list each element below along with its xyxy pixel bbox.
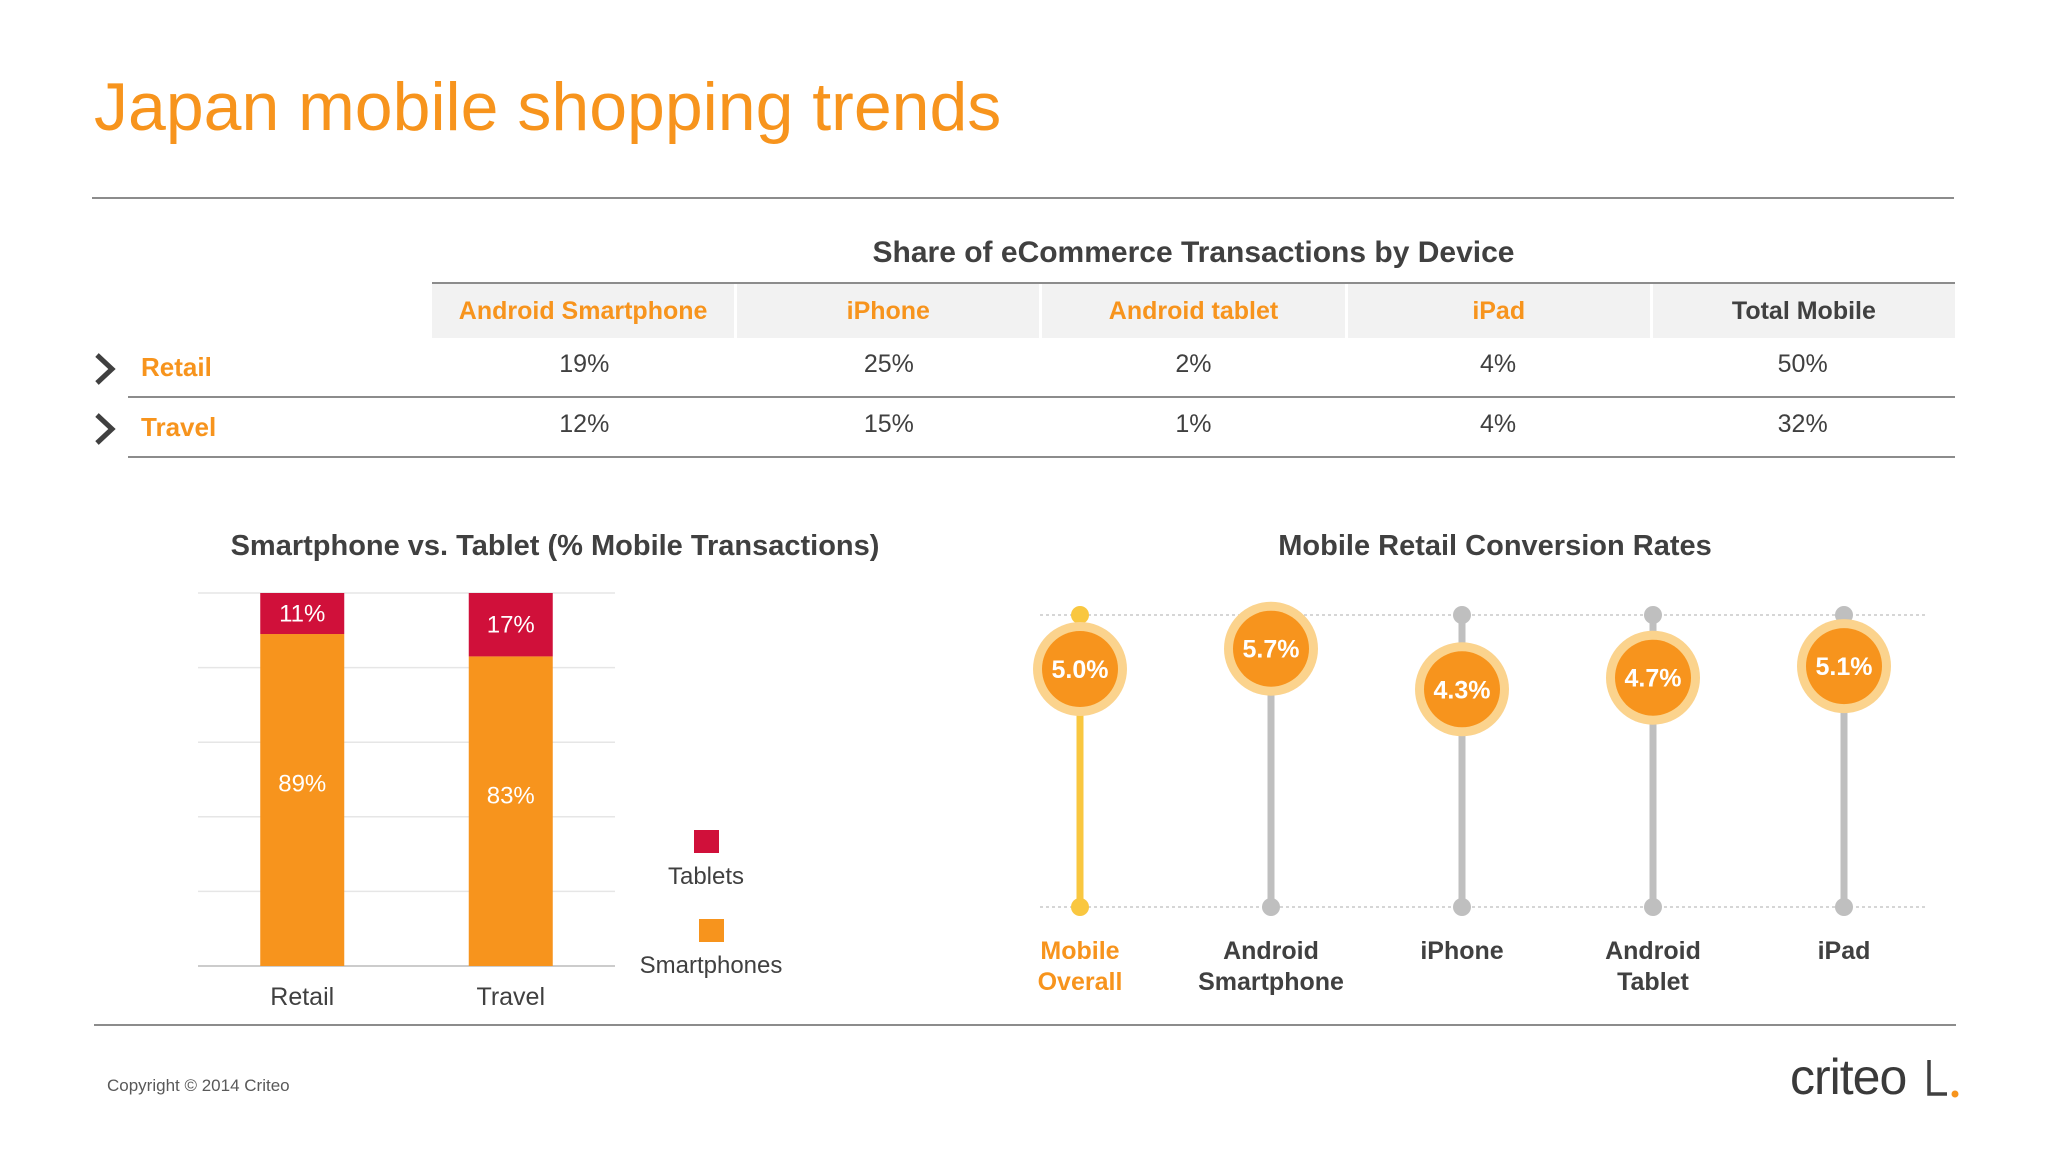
- legend-item-tablets: Tablets: [626, 830, 786, 891]
- copyright-text: Copyright © 2014 Criteo: [107, 1076, 290, 1095]
- table-cell: 50%: [1777, 350, 1828, 378]
- table-cell: 25%: [863, 350, 914, 378]
- bar-data-label: 89%: [278, 770, 326, 797]
- logo-wordmark: criteo: [1790, 1049, 1907, 1105]
- x-tick-label: Retail: [270, 983, 334, 1011]
- stacked-bar-chart: 89% 11% Retail 83% 17% Travel: [198, 592, 615, 1011]
- bar-segment-smartphones: [468, 656, 553, 966]
- category-label: Tablet: [1617, 968, 1689, 996]
- bar-segment-smartphones: [260, 634, 345, 966]
- bar-data-label: 83%: [487, 783, 535, 810]
- row-label: Retail: [141, 352, 212, 382]
- page-title: Japan mobile shopping trends: [94, 69, 1002, 145]
- table-cell: 2%: [1175, 350, 1212, 378]
- table-cell: 15%: [863, 410, 914, 438]
- criteo-logo: criteo: [1790, 1049, 1960, 1108]
- value-bubble: [1424, 651, 1500, 728]
- column-header: iPad: [1347, 284, 1653, 338]
- category-label: Mobile: [1040, 937, 1119, 965]
- bubble-value-label: 5.1%: [1816, 653, 1873, 681]
- conversion-chart-title: Mobile Retail Conversion Rates: [1278, 530, 1712, 562]
- bar-segment-tablets: [260, 593, 345, 635]
- table-cell: 4%: [1480, 410, 1517, 438]
- bubble-value-label: 4.7%: [1625, 665, 1682, 693]
- title-divider: [92, 197, 1954, 199]
- category-label: Android: [1605, 937, 1701, 965]
- bubble-value-label: 5.0%: [1052, 656, 1109, 684]
- stem-bottom-dot: [1071, 898, 1089, 916]
- legend-item-smartphones: Smartphones: [631, 919, 791, 980]
- stem-top-dot: [1071, 606, 1089, 624]
- stem-bottom-dot: [1453, 898, 1471, 916]
- stem-bottom-dot: [1262, 898, 1280, 916]
- bubble-value-label: 5.7%: [1243, 636, 1300, 664]
- stem-bottom-dot: [1644, 898, 1662, 916]
- column-header: Android Smartphone: [432, 284, 738, 338]
- category-label: Android: [1223, 937, 1319, 965]
- x-tick-label: Travel: [476, 983, 545, 1011]
- bar-data-label: 17%: [487, 612, 535, 639]
- table-cell: 32%: [1777, 410, 1828, 438]
- table-row: Travel 12% 15% 1% 4% 32%: [95, 398, 1955, 458]
- chevron-right-icon: [95, 413, 116, 445]
- category-label: iPhone: [1420, 937, 1503, 965]
- bubble-value-label: 4.3%: [1434, 676, 1491, 704]
- table-cell: 4%: [1480, 350, 1517, 378]
- bar-data-label: 11%: [279, 601, 325, 628]
- category-label: iPad: [1818, 937, 1871, 965]
- column-header: iPhone: [737, 284, 1043, 338]
- table-cell: 12%: [559, 410, 610, 438]
- column-header: Total Mobile: [1652, 284, 1956, 338]
- value-bubble: [1042, 631, 1118, 707]
- conversion-lollipop-chart: 5.0% Mobile Overall 5.7% Android Smartphone 4.…: [1033, 601, 1925, 996]
- legend-swatch-smartphones: [698, 919, 724, 942]
- footer-divider: [94, 1024, 1956, 1026]
- stem-top-dot: [1644, 606, 1662, 624]
- row-label: Travel: [141, 412, 217, 442]
- value-bubble: [1806, 628, 1882, 705]
- stacked-chart-title: Smartphone vs. Tablet (% Mobile Transact…: [230, 530, 880, 562]
- table-cell: 19%: [559, 350, 610, 378]
- value-bubble: [1615, 639, 1691, 716]
- bar-segment-tablets: [468, 593, 553, 657]
- stem-top-dot: [1453, 606, 1471, 624]
- table-title: Share of eCommerce Transactions by Devic…: [872, 236, 1515, 269]
- logo-mark-icon: [1927, 1060, 1959, 1098]
- legend-swatch-tablets: [693, 830, 719, 853]
- column-header: Android tablet: [1042, 284, 1348, 338]
- chevron-right-icon: [95, 353, 116, 385]
- stem-bottom-dot: [1835, 898, 1853, 916]
- table-header-row: Android Smartphone iPhone Android tablet…: [432, 282, 1956, 338]
- legend-label: Tablets: [667, 863, 745, 890]
- table-cell: 1%: [1175, 410, 1212, 438]
- table-row: Retail 19% 25% 2% 4% 50%: [95, 338, 1955, 398]
- category-label: Smartphone: [1198, 968, 1344, 996]
- category-label: Overall: [1038, 968, 1123, 996]
- value-bubble: [1233, 610, 1309, 687]
- legend-label: Smartphones: [639, 952, 783, 979]
